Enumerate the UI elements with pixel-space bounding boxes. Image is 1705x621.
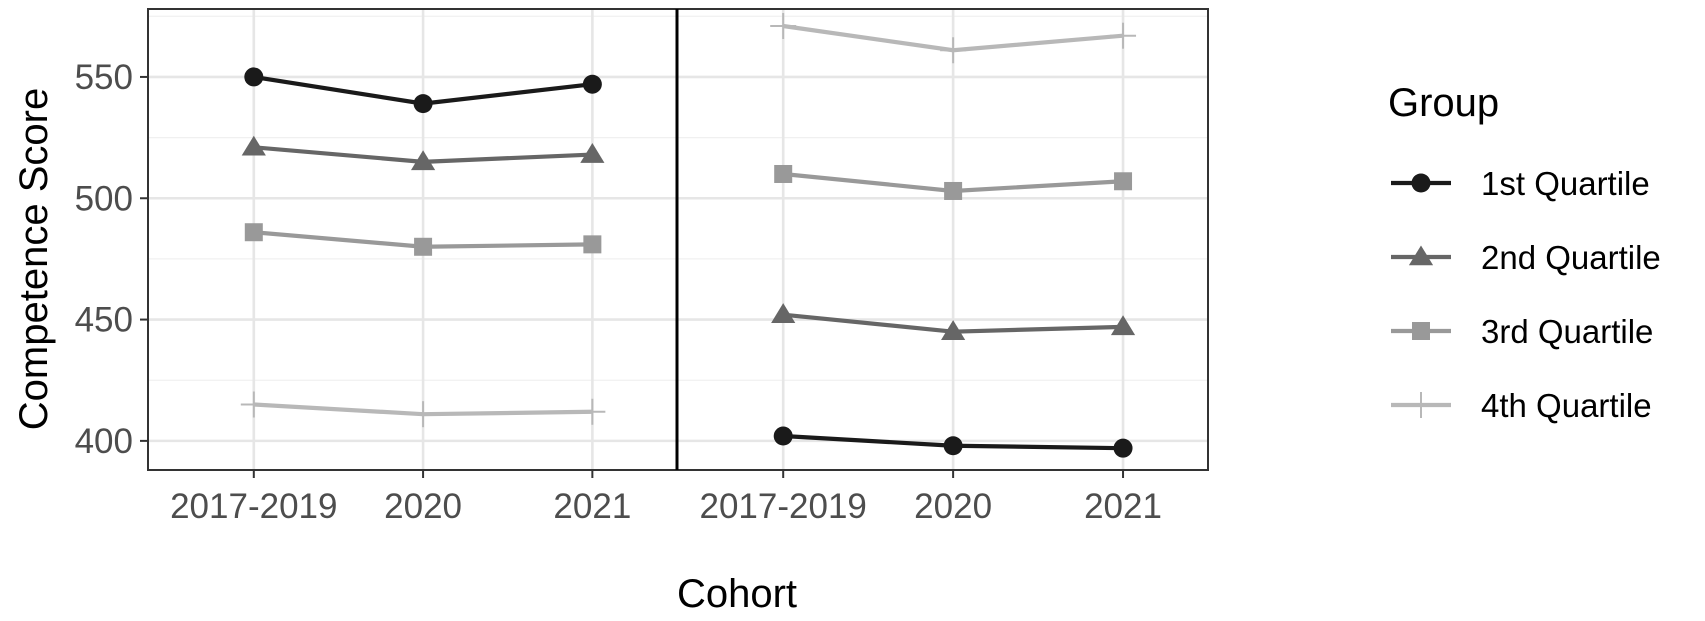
- y-tick-label: 450: [75, 301, 133, 340]
- legend-key-marker: [1412, 322, 1430, 340]
- x-tick-label: 2021: [1084, 487, 1162, 526]
- legend-item-3rd-quartile: 3rd Quartile: [1391, 313, 1653, 350]
- data-point-3rd-quartile: [414, 237, 433, 256]
- legend-label: 1st Quartile: [1481, 165, 1650, 202]
- y-tick-label: 550: [75, 58, 133, 97]
- legend: Group 1st Quartile 2nd Quartile 3rd Quarti…: [1388, 81, 1661, 424]
- data-point-4th-quartile: [410, 401, 437, 428]
- data-point-2nd-quartile: [941, 320, 966, 340]
- legend-key-marker: [1408, 245, 1434, 266]
- legend-label: 3rd Quartile: [1481, 313, 1653, 350]
- data-point-3rd-quartile: [244, 223, 263, 242]
- series-2nd-quartile: [771, 303, 1136, 340]
- data-point-3rd-quartile: [774, 164, 793, 183]
- series-1st-quartile: [244, 67, 602, 114]
- x-tick-label: 2017-2019: [170, 487, 337, 526]
- data-point-4th-quartile: [579, 398, 606, 425]
- data-point-1st-quartile: [582, 74, 602, 94]
- data-point-3rd-quartile: [1114, 172, 1133, 191]
- data-point-3rd-quartile: [944, 181, 963, 200]
- data-point-1st-quartile: [773, 426, 793, 446]
- data-point-4th-quartile: [770, 12, 797, 39]
- legend-item-1st-quartile: 1st Quartile: [1391, 165, 1650, 202]
- series-3rd-quartile: [244, 223, 602, 256]
- data-point-2nd-quartile: [1110, 315, 1136, 336]
- series-1st-quartile: [773, 426, 1133, 458]
- legend-key-marker: [1411, 173, 1431, 193]
- data-point-4th-quartile: [1110, 22, 1137, 49]
- x-tick-label: 2020: [914, 487, 992, 526]
- y-tick-label: 400: [75, 422, 133, 461]
- series-3rd-quartile: [774, 164, 1133, 200]
- panel-1: [147, 8, 678, 471]
- legend-key-marker: [1408, 392, 1434, 418]
- data-point-2nd-quartile: [580, 143, 605, 163]
- y-axis: 400 450 500 550: [75, 58, 148, 461]
- x-axis: 2017-2019 2020 2021 2017-2019 2020 2021: [170, 470, 1162, 526]
- data-point-2nd-quartile: [410, 150, 436, 171]
- legend-title: Group: [1388, 81, 1499, 125]
- legend-label: 2nd Quartile: [1481, 239, 1661, 276]
- data-point-1st-quartile: [1113, 438, 1133, 458]
- data-point-3rd-quartile: [583, 235, 602, 254]
- data-point-1st-quartile: [244, 67, 264, 87]
- data-point-4th-quartile: [240, 391, 267, 418]
- data-point-1st-quartile: [413, 94, 433, 114]
- panel-2: [676, 8, 1209, 471]
- series-4th-quartile: [240, 391, 606, 428]
- data-point-4th-quartile: [940, 37, 967, 64]
- legend-item-2nd-quartile: 2nd Quartile: [1391, 239, 1661, 276]
- x-tick-label: 2020: [384, 487, 462, 526]
- x-tick-label: 2021: [553, 487, 631, 526]
- panel-background: [677, 9, 1208, 470]
- y-axis-title: Competence Score: [12, 88, 56, 430]
- x-axis-title: Cohort: [677, 572, 797, 616]
- series-4th-quartile: [770, 12, 1137, 64]
- x-tick-label: 2017-2019: [700, 487, 867, 526]
- legend-label: 4th Quartile: [1481, 387, 1652, 424]
- series-2nd-quartile: [241, 135, 605, 171]
- data-point-2nd-quartile: [241, 135, 266, 156]
- chart-panels: [147, 8, 1209, 471]
- data-point-1st-quartile: [943, 436, 963, 456]
- legend-item-4th-quartile: 4th Quartile: [1391, 387, 1652, 424]
- data-point-2nd-quartile: [771, 303, 796, 323]
- y-tick-label: 500: [75, 179, 133, 218]
